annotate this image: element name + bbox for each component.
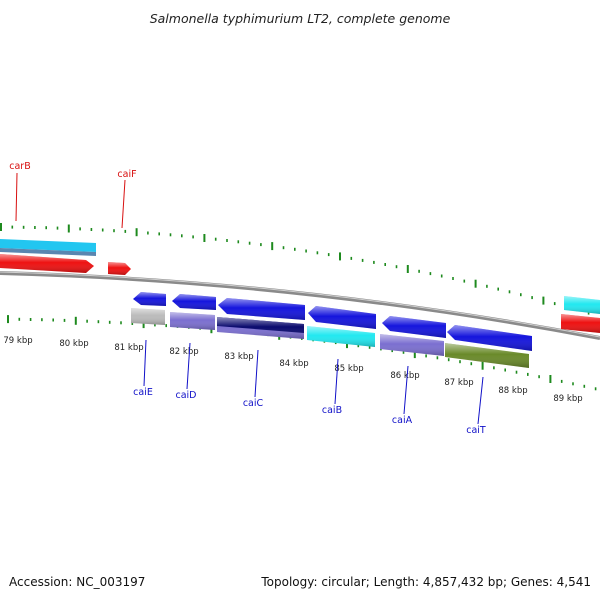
feature-caiC-bar[interactable] <box>217 317 304 339</box>
leader-line-caiF <box>121 179 126 229</box>
leader-line-carB <box>15 172 18 222</box>
feature-right-red[interactable] <box>561 314 600 333</box>
scale-label: 81 kbp <box>114 343 143 353</box>
feature-caiA-arrow[interactable] <box>382 316 446 338</box>
scale-label: 89 kbp <box>553 394 582 404</box>
leader-line-caiD <box>186 342 191 390</box>
gene-label-caiD[interactable]: caiD <box>176 390 197 401</box>
scale-label: 83 kbp <box>224 352 253 362</box>
gene-label-caiT[interactable]: caiT <box>466 425 486 436</box>
tick-row-upper <box>0 223 590 315</box>
feature-caiA-bar[interactable] <box>380 334 444 356</box>
leader-line-caiB <box>334 358 339 405</box>
feature-caiB-arrow[interactable] <box>308 306 376 329</box>
feature-caiD-bar[interactable] <box>170 312 215 330</box>
feature-carB[interactable] <box>0 254 94 273</box>
gene-label-carB[interactable]: carB <box>9 161 30 172</box>
scale-label: 87 kbp <box>444 378 473 388</box>
gene-label-caiB[interactable]: caiB <box>322 405 342 416</box>
feature-caiF[interactable] <box>108 262 131 275</box>
map-title: Salmonella typhimurium LT2, complete gen… <box>150 11 451 26</box>
scale-label: 79 kbp <box>3 336 32 346</box>
feature-caiT-arrow[interactable] <box>447 325 532 351</box>
gene-label-caiA[interactable]: caiA <box>392 415 413 426</box>
gene-label-caiE[interactable]: caiE <box>133 387 153 398</box>
scale-labels: 79 kbp 80 kbp 81 kbp 82 kbp 83 kbp 84 kbp 85 k… <box>3 336 582 404</box>
feature-caiD-arrow[interactable] <box>172 294 216 310</box>
scale-label: 85 kbp <box>334 364 363 374</box>
leader-line-caiT <box>477 376 484 425</box>
feature-caiE-bar[interactable] <box>131 308 165 325</box>
scale-label: 88 kbp <box>498 386 527 396</box>
leader-line-caiA <box>403 365 409 415</box>
genome-backbone <box>0 271 600 340</box>
accession-text: Accession: NC_003197 <box>9 575 145 589</box>
feature-track <box>0 239 600 368</box>
feature-right-cyan[interactable] <box>564 296 600 314</box>
feature-carB-band[interactable] <box>0 239 96 256</box>
feature-caiB-bar[interactable] <box>307 326 375 347</box>
feature-caiT-bar[interactable] <box>445 343 529 368</box>
feature-caiE-arrow[interactable] <box>133 292 166 306</box>
gene-label-caiF[interactable]: caiF <box>117 169 136 180</box>
feature-caiC-arrow[interactable] <box>218 298 305 320</box>
scale-label: 82 kbp <box>169 347 198 357</box>
leader-line-caiE <box>143 339 147 387</box>
genome-summary-text: Topology: circular; Length: 4,857,432 bp… <box>260 575 591 589</box>
gene-label-caiC[interactable]: caiC <box>243 398 264 409</box>
scale-label: 84 kbp <box>279 359 308 369</box>
gene-labels: carB caiF caiE caiD caiC caiB caiA caiT <box>9 161 486 436</box>
scale-label: 80 kbp <box>59 339 88 349</box>
leader-line-caiC <box>254 349 259 398</box>
genome-backbone-highlight <box>0 271 600 338</box>
scale-label: 86 kbp <box>390 371 419 381</box>
